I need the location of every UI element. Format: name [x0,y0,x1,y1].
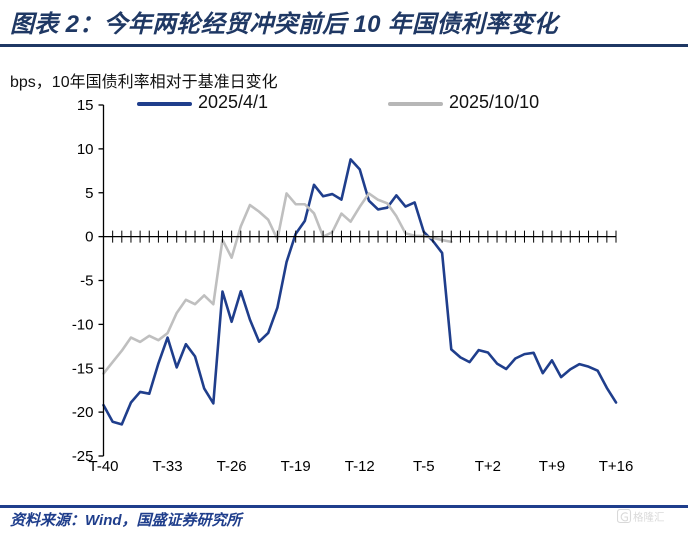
svg-text:-20: -20 [72,404,94,421]
svg-text:T-26: T-26 [217,458,247,475]
svg-text:-10: -10 [72,316,94,333]
svg-text:15: 15 [77,97,94,114]
svg-text:5: 5 [85,185,93,202]
svg-text:0: 0 [85,229,93,246]
svg-text:T-33: T-33 [153,458,183,475]
svg-text:-15: -15 [72,360,94,377]
svg-text:T-40: T-40 [88,458,118,475]
svg-text:10: 10 [77,141,94,158]
svg-text:-5: -5 [80,273,93,290]
svg-text:T+9: T+9 [539,458,565,475]
svg-text:T-19: T-19 [281,458,311,475]
svg-text:T+16: T+16 [599,458,634,475]
svg-text:T-5: T-5 [413,458,435,475]
svg-text:T+2: T+2 [475,458,501,475]
svg-text:T-12: T-12 [345,458,375,475]
